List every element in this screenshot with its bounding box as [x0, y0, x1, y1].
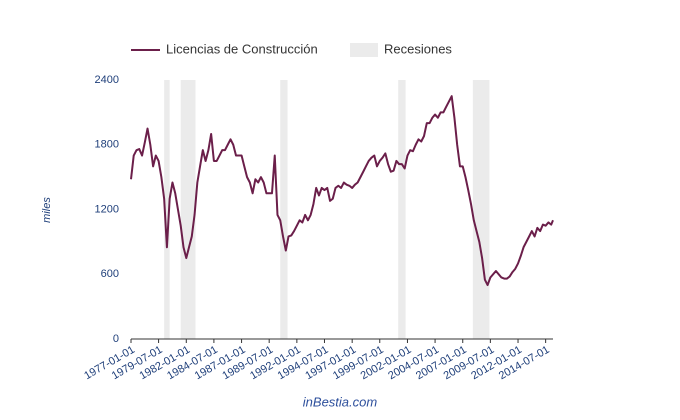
y-axis-title: miles — [41, 197, 53, 223]
y-tick-label: 0 — [113, 333, 119, 345]
data-line — [130, 95, 554, 287]
y-tick-label: 2400 — [95, 74, 119, 86]
y-tick-label: 1800 — [95, 139, 119, 151]
y-tick-label: 1200 — [95, 203, 119, 215]
recession-band — [398, 80, 406, 339]
recession-band — [164, 80, 170, 339]
legend-recession-swatch — [350, 43, 378, 57]
legend-label: Licencias de Construcción — [166, 41, 318, 56]
recession-band — [472, 80, 490, 339]
recession-band — [280, 80, 288, 339]
recession-band — [180, 80, 196, 339]
y-tick-label: 600 — [101, 268, 119, 280]
legend-label: Recesiones — [384, 41, 452, 56]
footer: inBestia.com — [303, 394, 378, 409]
